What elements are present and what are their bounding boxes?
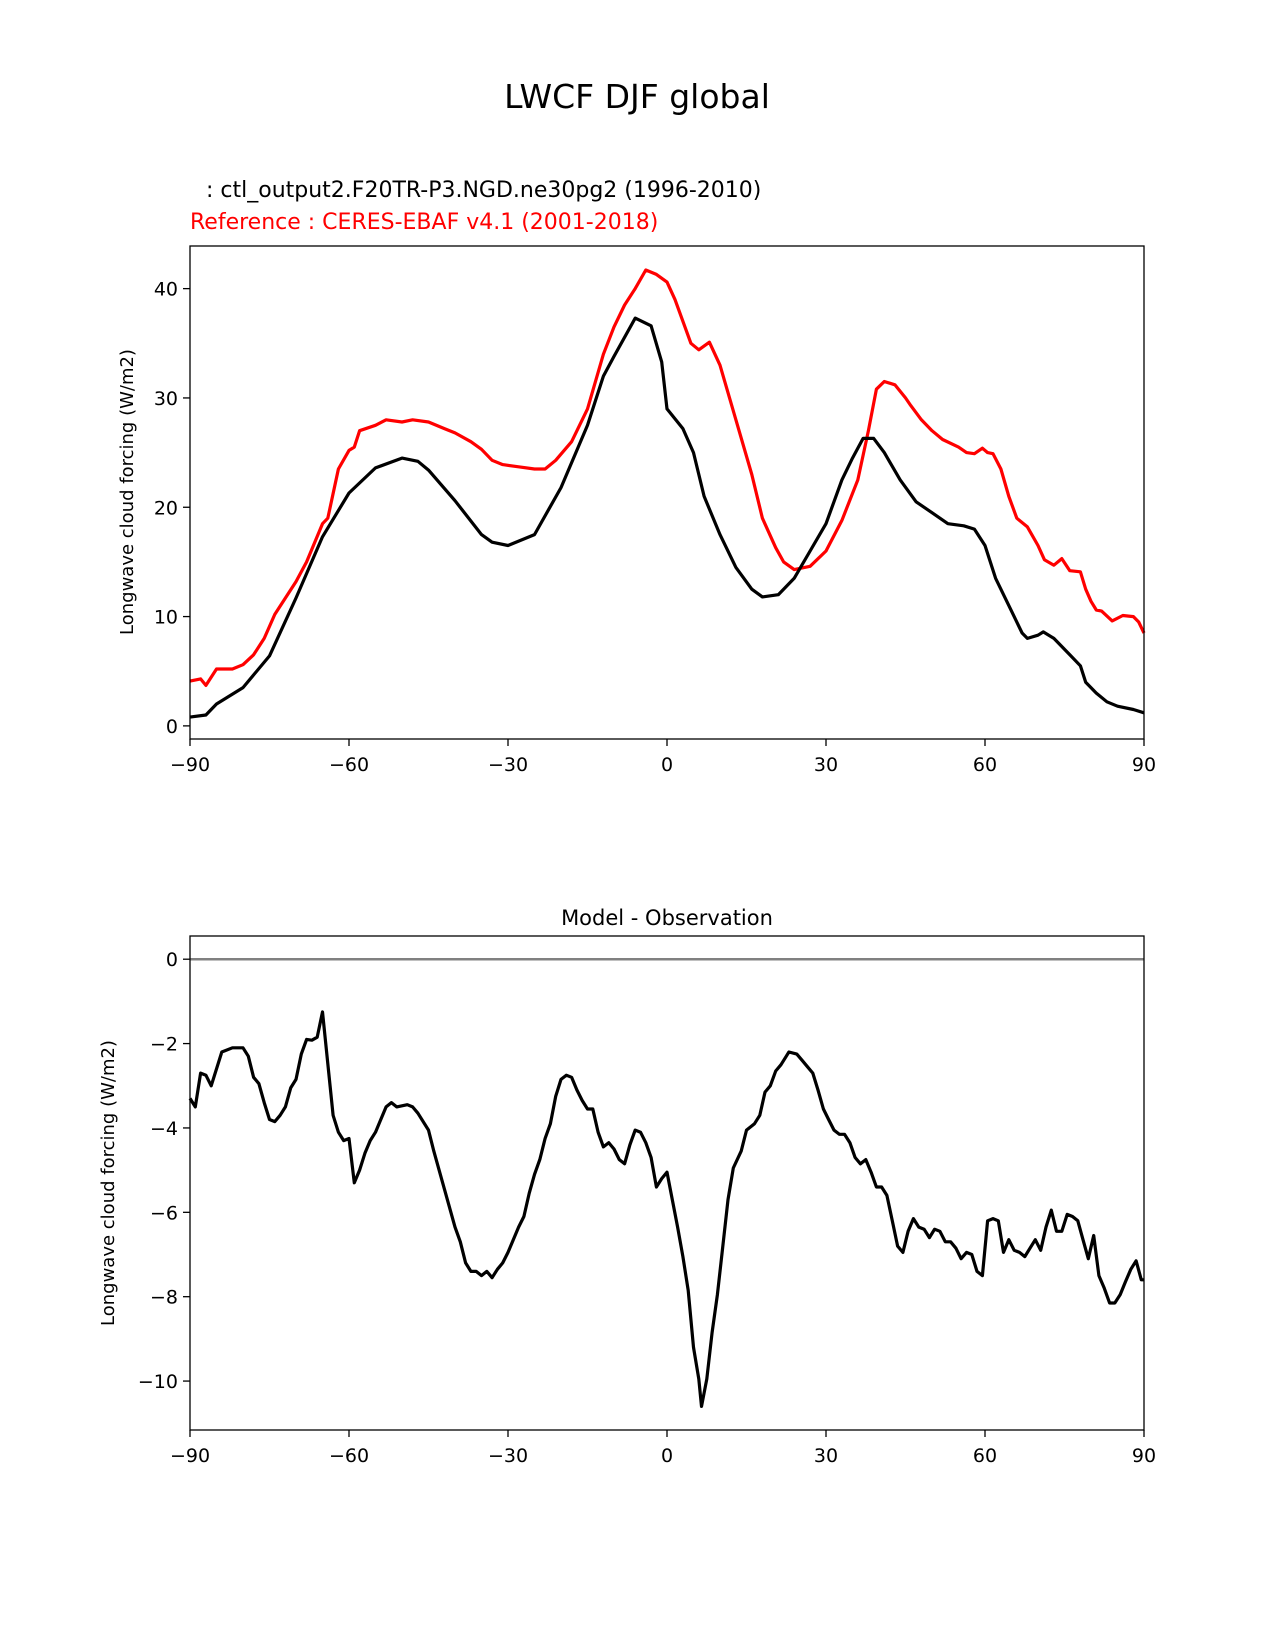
- y-tick-label: 0: [166, 949, 178, 971]
- bottom-panel: Model - Observation Longwave cloud forci…: [98, 906, 1156, 1467]
- y-tick-label: 40: [154, 279, 178, 301]
- y-tick-label: 0: [166, 716, 178, 738]
- series-line-model: [189, 316, 1145, 719]
- x-tick-label: −90: [170, 754, 210, 776]
- top-panel: : ctl_output2.F20TR-P3.NGD.ne30pg2 (1996…: [117, 178, 1156, 776]
- x-tick-label: 90: [1132, 754, 1156, 776]
- x-tick-label: 60: [973, 754, 997, 776]
- x-tick-label: 0: [661, 1445, 673, 1467]
- x-tick-label: 90: [1132, 1445, 1156, 1467]
- model-case-label: : ctl_output2.F20TR-P3.NGD.ne30pg2 (1996…: [206, 178, 761, 203]
- x-tick-label: −30: [488, 754, 528, 776]
- series-line-reference: [189, 268, 1146, 687]
- y-tick-label: 10: [154, 607, 178, 629]
- x-tick-label: −30: [488, 1445, 528, 1467]
- figure-title: LWCF DJF global: [504, 77, 770, 116]
- axes-frame: [189, 935, 1145, 1431]
- y-tick-label: 20: [154, 497, 178, 519]
- x-tick-label: −60: [329, 754, 369, 776]
- y-tick-label: −6: [150, 1202, 178, 1224]
- y-tick-label: −10: [138, 1371, 178, 1393]
- difference-title: Model - Observation: [561, 906, 773, 930]
- y-tick-label: −4: [150, 1118, 178, 1140]
- reference-label: Reference : CERES-EBAF v4.1 (2001-2018): [190, 210, 658, 235]
- x-tick-label: 0: [661, 754, 673, 776]
- y-tick-label: −8: [150, 1287, 178, 1309]
- bottom-y-axis-label: Longwave cloud forcing (W/m2): [98, 1040, 119, 1326]
- x-tick-label: 30: [814, 1445, 838, 1467]
- y-tick-label: −2: [150, 1034, 178, 1056]
- x-tick-label: 30: [814, 754, 838, 776]
- y-tick-label: 30: [154, 388, 178, 410]
- series-line-model-observation: [188, 1010, 1144, 1408]
- x-tick-label: −90: [170, 1445, 210, 1467]
- x-tick-label: 60: [973, 1445, 997, 1467]
- x-tick-label: −60: [329, 1445, 369, 1467]
- top-y-axis-label: Longwave cloud forcing (W/m2): [117, 349, 138, 635]
